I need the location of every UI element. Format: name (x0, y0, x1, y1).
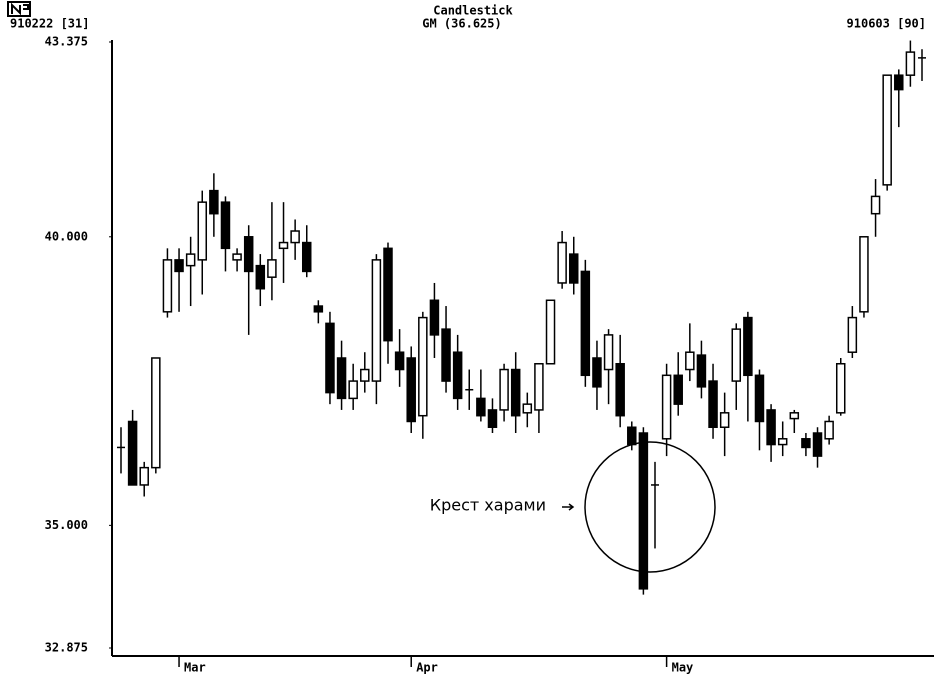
body (661, 374, 672, 440)
start-label: 910222 [31] (10, 17, 89, 31)
body (719, 412, 730, 428)
body (743, 316, 753, 377)
logo-mark (11, 2, 29, 16)
body (232, 253, 242, 261)
body (406, 357, 416, 423)
body (162, 259, 173, 313)
body (905, 51, 916, 76)
body (685, 351, 695, 371)
body (592, 357, 602, 388)
body (882, 74, 892, 186)
chart-subtitle: GM (36.625) (422, 17, 501, 31)
body (627, 426, 637, 446)
body (301, 241, 312, 273)
body (510, 368, 521, 417)
body (801, 438, 811, 449)
body (313, 305, 324, 313)
body (174, 259, 184, 273)
body (859, 236, 869, 313)
body (731, 328, 742, 382)
body (418, 316, 428, 417)
body (568, 253, 579, 284)
y-tick-label: 40.000 (45, 229, 88, 243)
body (267, 259, 277, 278)
body (290, 230, 300, 244)
body (325, 322, 335, 394)
body (383, 247, 393, 342)
body (278, 241, 289, 250)
body (151, 357, 161, 469)
annotation: Крест харами (430, 496, 546, 515)
body (835, 363, 846, 414)
y-tick-label: 35.000 (45, 518, 88, 532)
body (127, 420, 138, 486)
body (499, 368, 509, 411)
body (789, 412, 800, 420)
body (754, 374, 765, 423)
body (360, 368, 370, 382)
body (139, 466, 149, 486)
body (522, 403, 533, 414)
body (476, 397, 486, 417)
body (557, 241, 567, 284)
body (603, 334, 614, 371)
y-tick-label: 32.875 (45, 641, 88, 655)
body (348, 380, 358, 400)
y-tick-label: 43.375 (45, 35, 88, 49)
body (487, 409, 498, 428)
body (545, 299, 556, 365)
body (696, 354, 707, 388)
body (452, 351, 463, 400)
body (615, 363, 625, 417)
body (197, 201, 208, 261)
body (441, 328, 451, 382)
x-tick-label: May (672, 661, 694, 675)
body (534, 363, 544, 411)
body (394, 351, 405, 371)
body (766, 409, 776, 446)
body (371, 259, 382, 382)
body (847, 316, 858, 353)
logo-box (7, 1, 31, 17)
body (777, 438, 788, 446)
body (580, 270, 591, 377)
body (870, 195, 881, 215)
body (220, 201, 231, 250)
body (824, 420, 834, 440)
body (673, 374, 683, 405)
body (429, 299, 440, 336)
x-tick-label: Apr (416, 661, 438, 675)
annotation-arrow (562, 503, 575, 511)
body (638, 432, 649, 590)
chart-title: Candlestick (433, 4, 513, 18)
body (243, 236, 254, 273)
end-label: 910603 [90] (847, 17, 926, 31)
highlight-circle (584, 441, 716, 573)
body (209, 189, 219, 215)
body (812, 432, 823, 457)
body (708, 380, 718, 428)
x-tick-label: Mar (184, 661, 206, 675)
body (894, 74, 904, 91)
body (185, 253, 196, 267)
body (336, 357, 347, 400)
body (255, 264, 266, 290)
